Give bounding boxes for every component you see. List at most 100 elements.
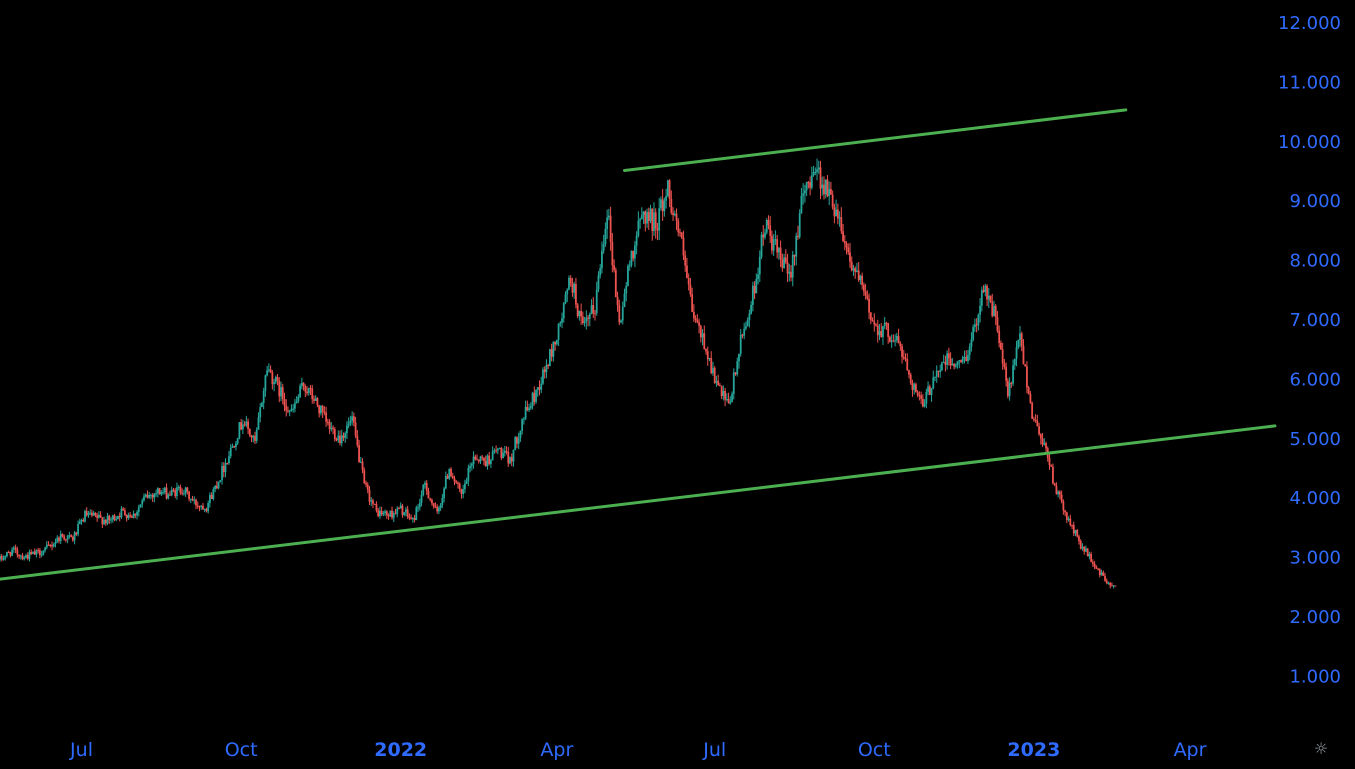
candle bbox=[1105, 578, 1108, 585]
candle bbox=[1039, 433, 1042, 445]
candle bbox=[368, 485, 371, 505]
candle bbox=[316, 397, 319, 408]
candle bbox=[620, 319, 622, 324]
candle bbox=[269, 365, 272, 374]
candle bbox=[0, 553, 3, 562]
candle bbox=[536, 386, 539, 397]
candle bbox=[646, 208, 648, 228]
candle bbox=[226, 462, 229, 465]
candle bbox=[984, 283, 987, 297]
candle bbox=[842, 224, 844, 243]
support-trendline[interactable] bbox=[0, 424, 1277, 581]
candle bbox=[493, 448, 496, 454]
candle bbox=[434, 502, 437, 509]
candle bbox=[45, 540, 48, 550]
candle bbox=[372, 498, 374, 509]
candle bbox=[182, 489, 185, 496]
candle bbox=[973, 318, 976, 332]
candle bbox=[1088, 551, 1091, 560]
candle bbox=[259, 403, 262, 423]
y-axis: 12.000 11.000 10.000 9.000 8.000 7.000 6.000 5.… bbox=[1278, 13, 1341, 687]
candle bbox=[302, 382, 305, 391]
candle bbox=[692, 304, 695, 322]
candle bbox=[902, 349, 905, 361]
candle bbox=[833, 203, 836, 224]
candle bbox=[1022, 339, 1025, 365]
candle bbox=[843, 235, 846, 251]
candle bbox=[958, 360, 961, 369]
candle bbox=[281, 383, 284, 405]
candle bbox=[609, 206, 612, 251]
candle bbox=[457, 481, 459, 489]
candle bbox=[243, 421, 246, 427]
candle bbox=[1048, 454, 1051, 470]
candle bbox=[923, 399, 926, 408]
candle bbox=[448, 468, 451, 481]
candle bbox=[569, 275, 572, 287]
candle bbox=[73, 530, 76, 545]
candle bbox=[436, 504, 439, 514]
candle bbox=[925, 388, 928, 409]
candle bbox=[769, 216, 772, 243]
candle bbox=[1098, 568, 1101, 578]
candle bbox=[904, 353, 907, 362]
candle bbox=[828, 181, 831, 206]
candle bbox=[179, 484, 182, 495]
candle bbox=[883, 317, 886, 330]
candle bbox=[1111, 582, 1113, 587]
resistance-trendline[interactable] bbox=[622, 108, 1128, 172]
candle bbox=[143, 493, 145, 502]
candle bbox=[354, 416, 357, 439]
candle bbox=[155, 489, 158, 497]
candle bbox=[4, 555, 7, 561]
candle bbox=[273, 378, 275, 392]
candle bbox=[731, 391, 733, 403]
gear-icon[interactable]: ☼ bbox=[1313, 739, 1329, 758]
candle bbox=[444, 471, 447, 490]
candle bbox=[772, 234, 775, 257]
candle bbox=[333, 427, 336, 442]
candle bbox=[1095, 565, 1098, 570]
candle bbox=[908, 369, 910, 379]
candle bbox=[295, 396, 298, 404]
candle bbox=[757, 267, 759, 285]
candle bbox=[115, 516, 118, 522]
candle bbox=[450, 466, 452, 478]
candle bbox=[847, 243, 850, 255]
candle bbox=[1057, 490, 1060, 498]
candle bbox=[592, 296, 595, 318]
candle bbox=[911, 379, 914, 397]
candle bbox=[873, 313, 876, 332]
candle bbox=[335, 437, 338, 442]
candle bbox=[932, 370, 935, 390]
candle bbox=[299, 383, 302, 399]
candle bbox=[123, 507, 126, 516]
candle bbox=[512, 449, 515, 467]
candle bbox=[1012, 359, 1014, 387]
candle bbox=[358, 439, 360, 463]
candle bbox=[356, 429, 359, 448]
candle bbox=[162, 487, 164, 495]
candle bbox=[215, 480, 218, 490]
candle bbox=[1034, 414, 1037, 423]
candle bbox=[293, 398, 296, 413]
candle bbox=[687, 273, 690, 291]
candle bbox=[595, 281, 598, 316]
candle bbox=[1062, 499, 1065, 515]
candle bbox=[248, 428, 251, 437]
candle bbox=[540, 376, 543, 394]
candle bbox=[325, 406, 328, 427]
candle bbox=[852, 264, 855, 276]
candle bbox=[576, 302, 579, 319]
candle bbox=[1076, 528, 1079, 538]
candle bbox=[267, 363, 270, 373]
candle bbox=[819, 160, 822, 199]
candle bbox=[717, 374, 720, 386]
candle bbox=[236, 437, 239, 445]
candle bbox=[722, 385, 725, 401]
x-tick-label: Jul bbox=[702, 739, 726, 761]
candle bbox=[767, 215, 770, 230]
candle bbox=[845, 241, 848, 255]
